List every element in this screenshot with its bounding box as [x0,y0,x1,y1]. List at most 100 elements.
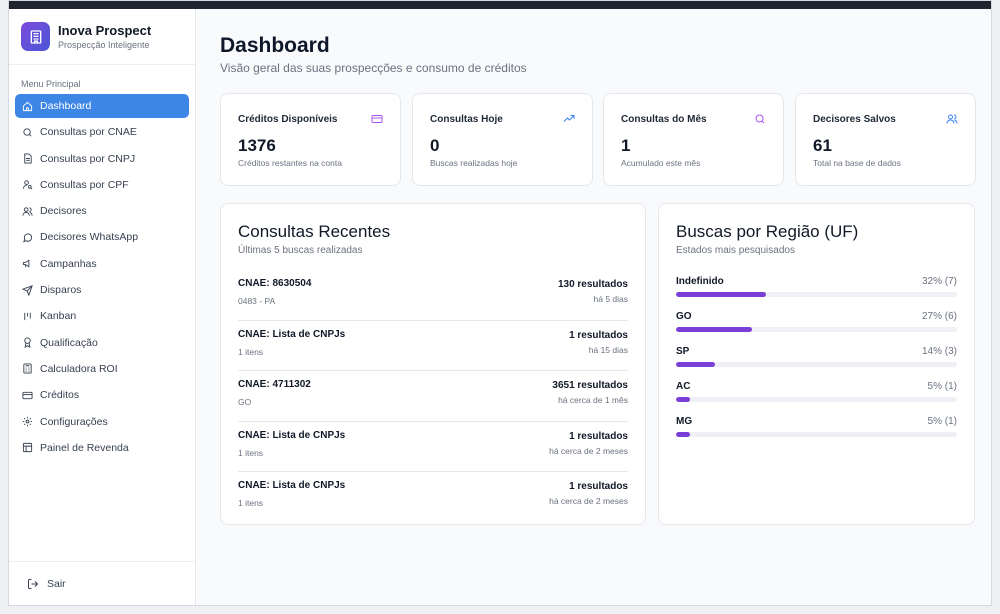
region-searches-panel: Buscas por Região (UF) Estados mais pesq… [658,203,975,525]
sidebar-item-qualificacao[interactable]: Qualificação [15,331,189,355]
logout-button[interactable]: Sair [9,561,195,605]
credit-card-icon [371,115,383,123]
stat-label: Decisores Salvos [813,114,896,125]
document-icon [24,153,32,164]
building-icon [21,22,50,51]
sidebar-menu: Dashboard Consultas por CNAE Consultas p… [9,94,195,460]
sidebar-item-campanhas[interactable]: Campanhas [15,252,189,276]
list-item[interactable]: CNAE: 8630504 0483 - PA 130 resultados h… [238,270,628,321]
list-item[interactable]: CNAE: Lista de CNPJs 1 itens 1 resultado… [238,321,628,371]
sidebar-item-label: Decisores WhatsApp [40,231,139,244]
sidebar-item-calculadora-roi[interactable]: Calculadora ROI [15,357,189,381]
sidebar-item-label: Kanban [40,310,77,323]
sidebar-item-kanban[interactable]: Kanban [15,304,189,328]
sidebar-item-consultas-cnpj[interactable]: Consultas por CNPJ [15,147,189,171]
stat-label: Consultas do Mês [621,114,707,125]
search-title: CNAE: Lista de CNPJs [238,429,346,441]
brand[interactable]: Inova Prospect Prospecção Inteligente [9,9,195,65]
region-name: Indefinido [676,276,724,287]
sidebar-item-label: Créditos [40,389,80,402]
region-list: Indefinido 32% (7) GO 27% (6) SP 14% (3)… [676,276,957,451]
main-content: Dashboard Visão geral das suas prospecçõ… [197,9,991,605]
panel-subtitle: Estados mais pesquisados [676,245,795,256]
sidebar-item-configuracoes[interactable]: Configurações [15,410,189,434]
region-value: 32% (7) [921,276,957,287]
sidebar-item-label: Calculadora ROI [40,362,118,375]
stat-description: Créditos restantes na conta [238,158,342,168]
region-row: MG 5% (1) [676,416,957,451]
app-window: Inova Prospect Prospecção Inteligente Me… [8,0,992,606]
stat-description: Buscas realizadas hoje [430,158,518,168]
progress-fill [676,362,716,367]
progress-track [676,397,957,402]
users-icon [22,207,33,216]
credit-card-icon [22,391,33,399]
search-icon [23,128,32,137]
send-icon [22,284,33,296]
sidebar-item-label: Consultas por CNAE [40,126,137,139]
stat-value: 1376 [238,136,276,155]
sidebar-item-label: Qualificação [40,336,98,349]
search-time: há 5 dias [593,294,629,304]
layout-panel-icon [22,443,33,453]
search-detail: 0483 - PA [238,296,276,306]
region-value: 5% (1) [927,416,957,427]
progress-fill [676,292,766,297]
users-icon [946,114,958,124]
search-time: há cerca de 1 mês [558,395,628,405]
region-row: GO 27% (6) [676,311,957,346]
sidebar-item-label: Decisores [40,205,87,218]
search-detail: 1 itens [238,498,264,508]
megaphone-icon [22,259,30,268]
result-count: 1 resultados [569,430,628,442]
sidebar-item-creditos[interactable]: Créditos [15,383,189,407]
region-name: SP [676,346,690,357]
sidebar-item-disparos[interactable]: Disparos [15,278,189,302]
region-name: AC [676,381,691,392]
sidebar-item-label: Consultas por CPF [40,178,129,191]
search-detail: 1 itens [238,447,264,458]
panel-subtitle: Últimas 5 buscas realizadas [238,245,363,256]
stat-value: 61 [813,136,832,155]
region-value: 27% (6) [921,311,957,322]
panel-title: Consultas Recentes [238,222,391,241]
search-title: CNAE: 8630504 [238,278,312,289]
progress-track [676,362,957,367]
trending-up-icon [563,115,575,122]
sidebar-item-painel-revenda[interactable]: Painel de Revenda [15,436,189,460]
sidebar-item-label: Painel de Revenda [40,441,129,454]
logout-label: Sair [47,577,66,590]
region-row: Indefinido 32% (7) [676,276,957,311]
sidebar-item-consultas-cnae[interactable]: Consultas por CNAE [15,120,189,144]
region-value: 5% (1) [927,381,957,392]
stat-value: 1 [621,136,631,155]
sidebar-item-dashboard[interactable]: Dashboard [15,94,189,118]
sidebar-item-consultas-cpf[interactable]: Consultas por CPF [15,173,189,197]
stat-card-decisores: Decisores Salvos 61 Total na base de dad… [795,93,976,186]
menu-title: Menu Principal [21,79,81,89]
stat-card-consultas-hoje: Consultas Hoje 0 Buscas realizadas hoje [412,93,593,186]
award-icon [24,337,31,349]
stat-description: Acumulado este mês [621,158,701,168]
stat-value: 0 [430,136,440,155]
list-item[interactable]: CNAE: Lista de CNPJs 1 itens 1 resultado… [238,422,628,472]
stat-card-consultas-mes: Consultas do Mês 1 Acumulado este mês [603,93,784,186]
region-row: AC 5% (1) [676,381,957,416]
progress-fill [676,397,691,402]
progress-fill [676,432,691,437]
list-item[interactable]: CNAE: 4711302 GO 3651 resultados há cerc… [238,371,628,422]
sidebar-item-decisores-whatsapp[interactable]: Decisores WhatsApp [15,225,189,249]
brand-name: Inova Prospect [58,22,152,38]
result-count: 130 resultados [557,279,628,290]
panel-title: Buscas por Região (UF) [676,222,859,241]
progress-track [676,292,957,297]
stat-card-creditos: Créditos Disponíveis 1376 Créditos resta… [220,93,401,186]
search-time: há cerca de 2 meses [549,496,628,506]
gear-icon [22,416,33,427]
sidebar-item-decisores[interactable]: Decisores [15,199,189,223]
result-count: 1 resultados [569,329,628,341]
region-name: GO [676,311,692,322]
region-value: 14% (3) [921,346,957,357]
list-item[interactable]: CNAE: Lista de CNPJs 1 itens 1 resultado… [238,472,628,523]
page-subtitle: Visão geral das suas prospecções e consu… [220,61,527,75]
